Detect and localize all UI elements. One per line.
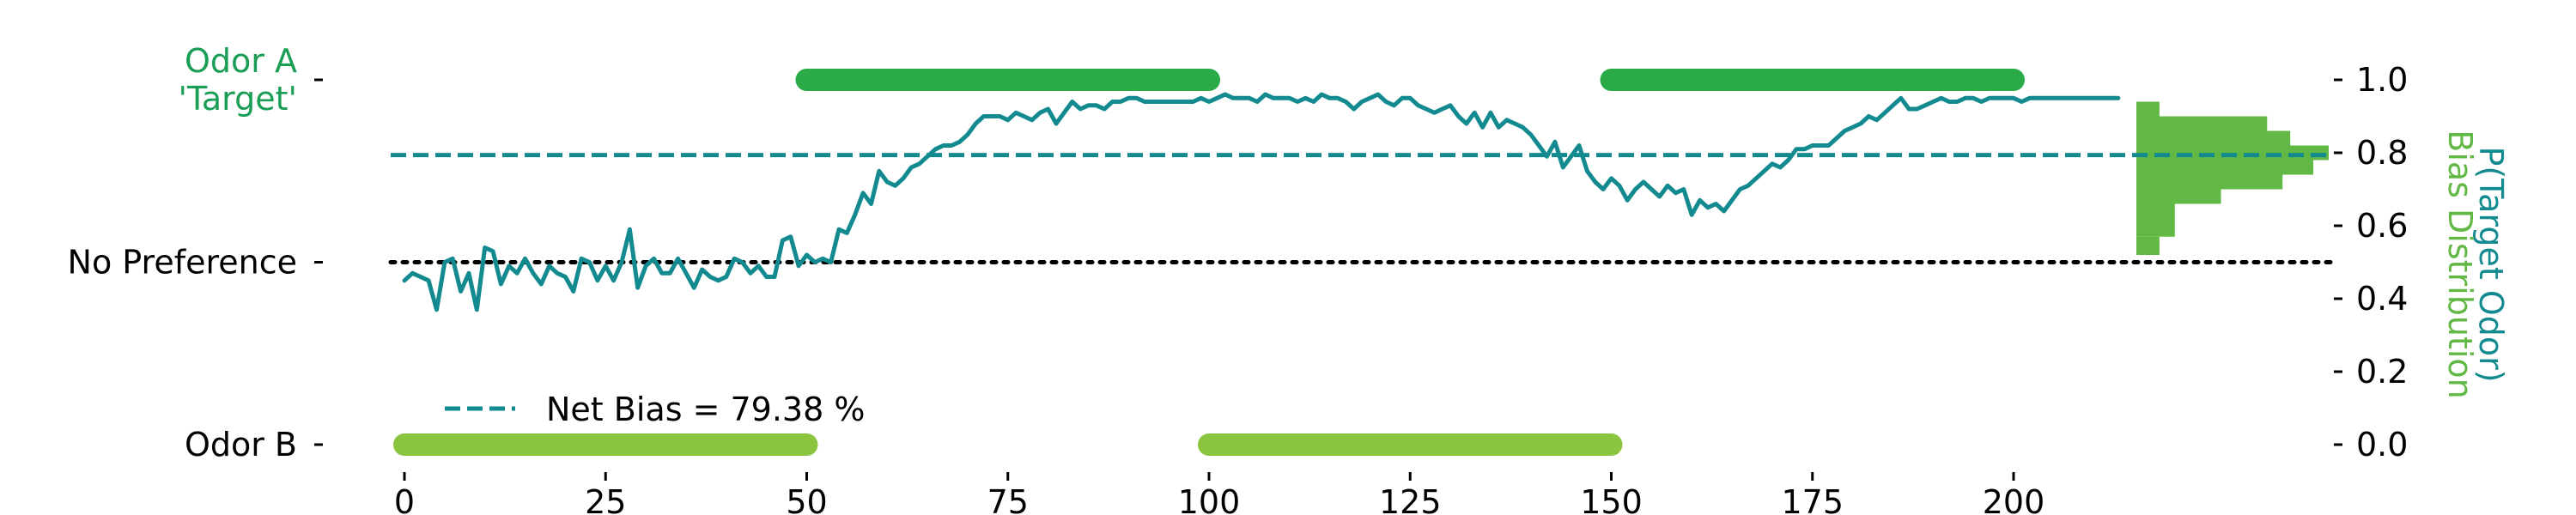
bias-distribution-histogram	[2136, 101, 2329, 255]
histogram-bin-7	[2136, 116, 2268, 131]
target-probability-line-0	[402, 92, 2121, 312]
x-tick-label-6: 150	[1580, 483, 1643, 515]
histogram-bin-8	[2136, 101, 2160, 117]
left-label-1: No Preference	[68, 244, 297, 282]
right-tick-label-5: 1.0	[2356, 61, 2408, 99]
right-tick-label-2: 0.4	[2356, 280, 2408, 318]
left-axis: Odor A 'Target' No Preference Odor B	[68, 42, 323, 464]
x-tick-label-0: 0	[394, 483, 415, 515]
histogram-bin-0	[2136, 236, 2160, 255]
histogram-bin-2	[2136, 189, 2221, 204]
histogram-bin-1	[2136, 203, 2175, 237]
histogram-bin-3	[2136, 174, 2283, 190]
reference-lines	[388, 153, 2334, 264]
right-axis-title-1: Bias Distribution	[2441, 130, 2479, 398]
target-probability-series	[402, 92, 2121, 312]
histogram-bin-6	[2136, 130, 2291, 146]
x-tick-label-8: 200	[1983, 483, 2045, 515]
x-tick-label-4: 100	[1178, 483, 1241, 515]
left-label-2: Odor B	[185, 426, 297, 464]
right-tick-label-0: 0.0	[2356, 426, 2408, 464]
x-tick-label-5: 125	[1379, 483, 1442, 515]
x-tick-label-2: 50	[786, 483, 827, 515]
left-label-0: Odor A 'Target'	[179, 42, 297, 118]
legend-label-net-bias: Net Bias = 79.38 %	[546, 391, 865, 428]
histogram-bin-4	[2136, 160, 2314, 175]
odor-blocks	[393, 69, 2025, 456]
right-tick-label-3: 0.6	[2356, 207, 2408, 245]
x-axis: 0 25 50 75 100 125 150 175 200	[394, 472, 2044, 515]
right-tick-label-4: 0.8	[2356, 134, 2408, 172]
right-axis: 0.0 0.2 0.4 0.6 0.8 1.0 P(Target Odor)Bias Dis…	[2334, 61, 2510, 464]
legend: Net Bias = 79.38 %	[445, 391, 865, 428]
right-axis-title-0: P(Target Odor)	[2472, 146, 2510, 382]
x-tick-label-3: 75	[987, 483, 1029, 515]
right-tick-label-1: 0.2	[2356, 353, 2408, 391]
histogram-bin-5	[2136, 145, 2329, 161]
x-tick-label-1: 25	[585, 483, 626, 515]
x-tick-label-7: 175	[1781, 483, 1844, 515]
